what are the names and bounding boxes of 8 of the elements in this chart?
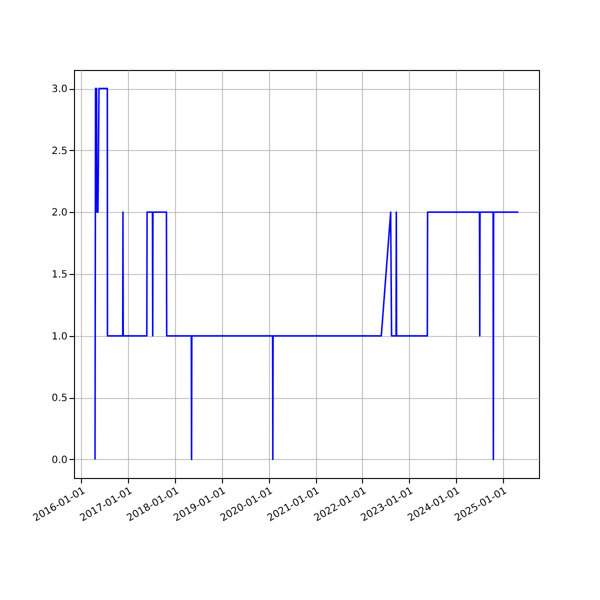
y-tick-label: 0.5 xyxy=(52,393,68,404)
y-tick-label: 0.0 xyxy=(52,454,68,466)
y-tick-label: 2.5 xyxy=(52,146,68,157)
y-tick-label: 2.0 xyxy=(52,208,68,219)
line-series xyxy=(94,88,520,460)
y-tick-label: 1.0 xyxy=(52,331,68,342)
y-tick-label: 3.0 xyxy=(52,84,68,96)
y-tick-label: 1.5 xyxy=(52,270,68,280)
